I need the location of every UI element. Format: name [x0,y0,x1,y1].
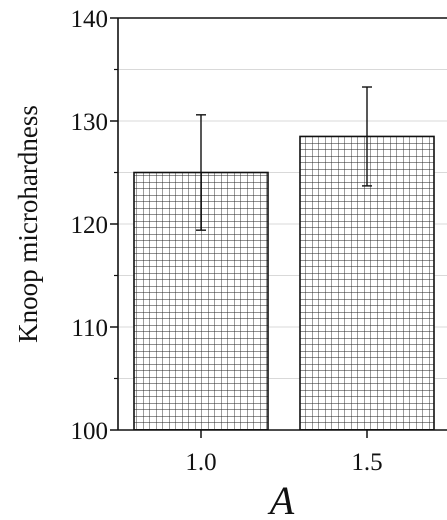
error-bars [196,86,372,231]
x-tick-label: 1.5 [351,449,382,476]
y-tick-label: 100 [71,418,109,445]
tick-labels: 1.0 1.5 100 110 120 130 140 [71,6,383,476]
y-tick-label: 110 [71,315,108,342]
error-bar-1-5 [362,86,372,187]
axes [110,17,447,438]
x-axis-title: A [267,478,295,520]
error-bar-1-0 [196,114,206,231]
x-tick-label: 1.0 [185,449,216,476]
bars [133,135,435,430]
y-axis-title: Knoop microhardness [13,105,43,343]
y-tick-label: 120 [71,212,109,239]
y-tick-label: 130 [71,109,109,136]
y-tick-label: 140 [71,6,109,33]
